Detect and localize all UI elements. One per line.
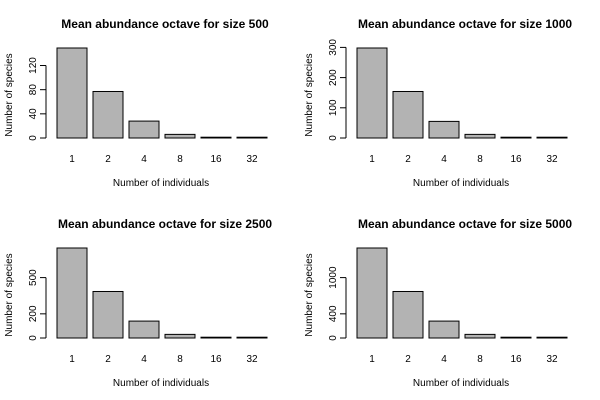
x-tick-label: 32 [246,354,258,365]
bar-8 [464,133,496,139]
y-tick-label: 0 [28,135,39,141]
x-tick-label: 2 [105,154,111,165]
y-tick-label: 300 [328,39,339,56]
chart-title: Mean abundance octave for size 500 [61,17,269,31]
x-axis-label: Number of individuals [113,178,209,189]
x-tick-label: 1 [369,154,375,165]
bar-1 [356,247,388,339]
y-tick-label: 120 [28,57,39,74]
y-tick-label: 500 [28,269,39,286]
bar-8 [464,333,496,339]
bar-32 [236,136,268,139]
bar-4 [128,320,160,339]
x-tick-label: 1 [369,354,375,365]
chart-panel-3: Mean abundance octave for size 2500 1 2 4 8 1… [4,217,272,389]
x-axis-label: Number of individuals [413,178,509,189]
bar-1 [56,47,88,139]
bar-2 [392,90,424,139]
y-tick-label: 400 [328,305,339,322]
y-tick-label: 200 [328,69,339,86]
chart-title: Mean abundance octave for size 2500 [58,217,272,231]
x-tick-label: 1 [69,154,75,165]
chart-title: Mean abundance octave for size 1000 [358,17,572,31]
x-tick-label: 32 [546,154,558,165]
x-tick-label: 2 [405,154,411,165]
y-tick-label: 100 [328,99,339,116]
x-tick-label: 16 [210,154,222,165]
x-tick-label: 16 [210,354,222,365]
x-axis-label: Number of individuals [113,378,209,389]
y-axis-label: Number of species [4,253,15,336]
bar-16 [500,336,532,339]
bar-32 [536,136,568,139]
y-tick-label: 0 [328,135,339,141]
x-tick-label: 8 [477,354,483,365]
x-tick-label: 32 [246,154,258,165]
y-tick-label: 200 [28,305,39,322]
x-tick-label: 1 [69,354,75,365]
bar-16 [200,136,232,139]
chart-panel-4: Mean abundance octave for size 5000 1 2 4 8 1… [304,217,572,389]
chart-panel-1: Mean abundance octave for size 500 1 2 4 8 16… [4,17,269,189]
x-tick-label: 8 [177,154,183,165]
bar-8 [164,133,196,139]
bar-1 [56,247,88,339]
x-tick-label: 4 [441,154,447,165]
bar-2 [392,290,424,339]
chart-panel-2: Mean abundance octave for size 1000 1 2 4 8 1… [304,17,572,189]
y-axis-label: Number of species [304,53,315,136]
y-tick-label: 0 [328,335,339,341]
y-tick-label: 40 [28,108,39,120]
y-tick-label: 0 [28,335,39,341]
bar-4 [128,120,160,139]
x-tick-label: 16 [510,154,522,165]
bar-8 [164,333,196,339]
x-tick-label: 8 [477,154,483,165]
x-tick-label: 16 [510,354,522,365]
x-tick-label: 8 [177,354,183,365]
bar-4 [428,320,460,339]
y-tick-label: 80 [28,84,39,96]
x-tick-label: 32 [546,354,558,365]
bar-32 [536,336,568,339]
bar-4 [428,120,460,139]
bar-1 [356,47,388,139]
x-tick-label: 4 [141,154,147,165]
bar-16 [200,336,232,339]
bar-2 [92,90,124,139]
chart-title: Mean abundance octave for size 5000 [358,217,572,231]
x-tick-label: 2 [105,354,111,365]
bar-2 [92,290,124,339]
bar-16 [500,136,532,139]
x-tick-label: 2 [405,354,411,365]
bar-32 [236,336,268,339]
y-axis-label: Number of species [304,253,315,336]
y-axis-label: Number of species [4,53,15,136]
y-tick-label: 1000 [328,266,339,289]
x-axis-label: Number of individuals [413,378,509,389]
x-tick-label: 4 [141,354,147,365]
x-tick-label: 4 [441,354,447,365]
